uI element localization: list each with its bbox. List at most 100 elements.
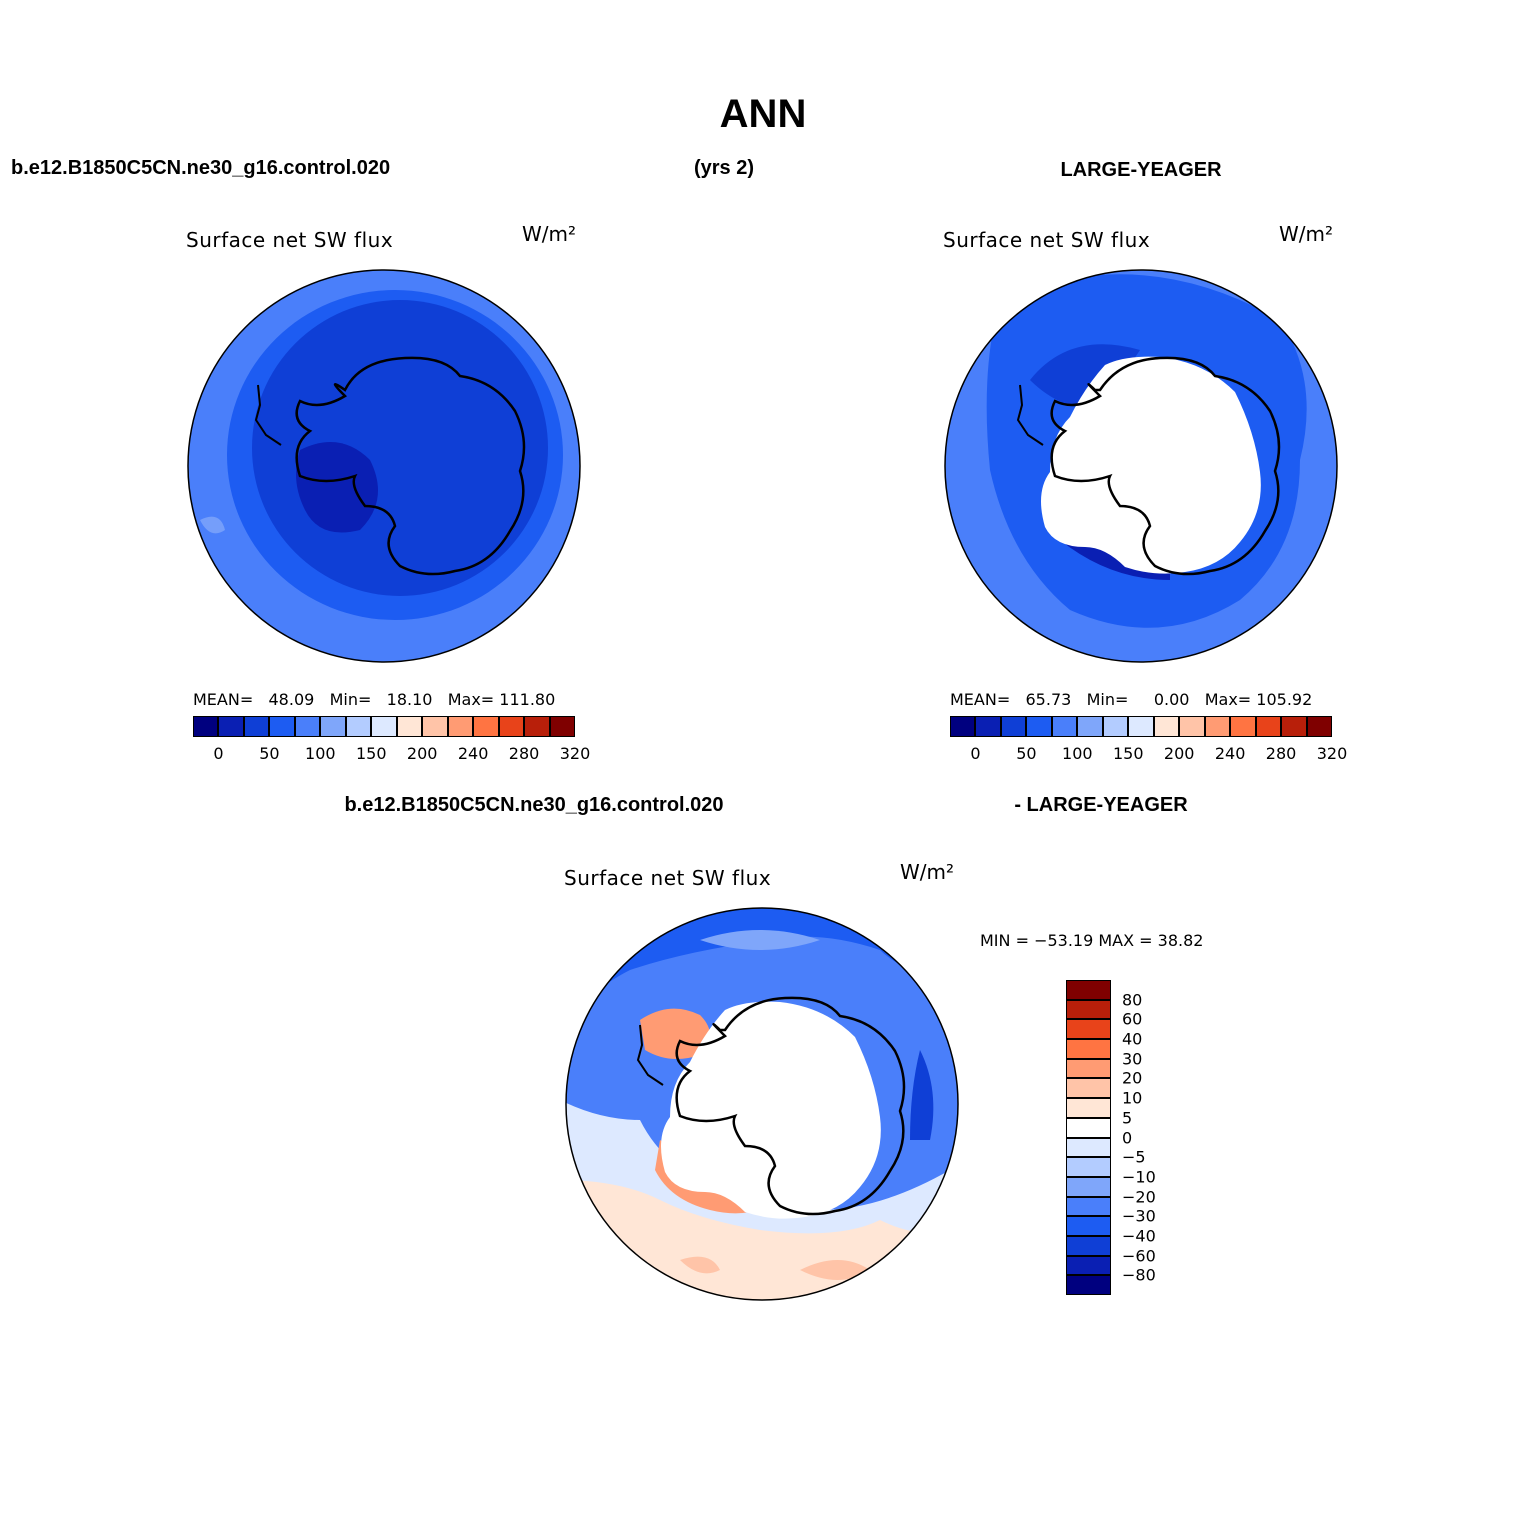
colorbar-tick-label: −10 [1122,1167,1156,1187]
colorbar-tick-label: 10 [1122,1088,1143,1108]
colorbar-swatch [193,716,219,737]
colorbar-tick-label: 0 [1122,1128,1133,1147]
colorbar-swatch [549,716,575,737]
colorbar-swatch [218,716,244,737]
panel-diff-ice [661,1001,881,1219]
panel-model-stats: MEAN= 48.09 Min= 18.10 Max= 111.80 [193,690,556,709]
colorbar-tick-label: 100 [305,744,336,763]
colorbar-swatch [524,716,550,737]
colorbar-swatch [473,716,499,737]
colorbar-swatch [320,716,346,737]
panel-obs-units: W/m² [1279,222,1334,246]
colorbar-tick-label: 0 [970,744,981,763]
colorbar-tick-label: 5 [1122,1108,1133,1128]
colorbar-swatch [1066,1098,1111,1118]
colorbar-tick-label: −5 [1122,1147,1146,1167]
colorbar-tick-label: −20 [1122,1187,1156,1207]
colorbar-swatch [1051,716,1078,737]
colorbar-swatch [1066,1157,1111,1177]
colorbar-swatch [1066,999,1111,1020]
colorbar-swatch [269,716,295,737]
colorbar-swatch [1066,1058,1111,1079]
colorbar-swatch [447,716,474,737]
colorbar-swatch [1066,1176,1111,1197]
colorbar-tick-label: −80 [1122,1265,1156,1285]
panel-diff-colorbar-labels: 80 60 40 30 20 10 5 0 −5 −10 −20 −30 −40 −60 −80 [1122,980,1182,1295]
case-name: b.e12.B1850C5CN.ne30_g16.control.020 [11,157,391,179]
colorbar-swatch [422,716,448,737]
colorbar-swatch [1128,716,1154,737]
colorbar-swatch [1066,1117,1111,1138]
colorbar-tick-label: 50 [1016,744,1037,763]
colorbar-tick-label: 20 [1122,1068,1143,1088]
colorbar-swatch [1066,1235,1111,1256]
colorbar-tick-label: 280 [508,744,540,763]
colorbar-swatch [1281,716,1307,737]
panel-obs-colorbar [950,716,1332,737]
colorbar-tick-label: −30 [1122,1206,1156,1226]
colorbar-swatch [1066,1137,1111,1158]
colorbar-swatch [294,716,321,737]
colorbar-tick-label: 320 [1316,744,1348,763]
colorbar-tick-label: 240 [1214,744,1246,763]
colorbar-swatch [1153,716,1180,737]
colorbar-swatch [1179,716,1205,737]
panel-diff-units: W/m² [900,860,955,884]
colorbar-swatch [1000,716,1027,737]
colorbar-tick-label: 150 [355,744,387,763]
panel-obs-stats: MEAN= 65.73 Min= 0.00 Max= 105.92 [950,690,1313,709]
colorbar-tick-label: 200 [1163,744,1195,763]
diff-case-name: b.e12.B1850C5CN.ne30_g16.control.020 [344,794,724,816]
colorbar-tick-label: 100 [1062,744,1093,763]
colorbar-swatch [1066,1019,1111,1040]
colorbar-swatch [950,716,976,737]
colorbar-tick-label: −40 [1122,1226,1156,1246]
colorbar-swatch [1077,716,1103,737]
panel-model-title: Surface net SW flux [186,228,394,252]
panel-model-colorbar [193,716,575,737]
colorbar-tick-label: 0 [213,744,224,763]
colorbar-swatch [1066,1255,1111,1276]
colorbar-tick-label: 280 [1265,744,1297,763]
colorbar-swatch [396,716,423,737]
panel-model-coastline [295,356,526,576]
colorbar-swatch [1066,1216,1111,1236]
colorbar-swatch [1230,716,1256,737]
panel-model-units: W/m² [522,222,577,246]
panel-obs-coastline [1050,356,1281,576]
colorbar-swatch [1026,716,1052,737]
panel-obs-ice [1041,356,1261,574]
colorbar-tick-label: 50 [259,744,280,763]
colorbar-swatch [345,716,372,737]
colorbar-tick-label: 150 [1112,744,1144,763]
obs-name: LARGE-YEAGER [1060,159,1222,181]
colorbar-tick-label: 30 [1122,1049,1143,1069]
colorbar-swatch [1255,716,1282,737]
colorbar-swatch [1066,1078,1111,1099]
colorbar-swatch [243,716,270,737]
panel-diff-coastline [675,996,906,1216]
colorbar-swatch [1066,1039,1111,1059]
colorbar-swatch [1306,716,1332,737]
colorbar-tick-label: 80 [1122,990,1143,1010]
colorbar-tick-label: −60 [1122,1246,1156,1266]
colorbar-tick-label: 240 [457,744,489,763]
colorbar-swatch [498,716,525,737]
colorbar-swatch [1204,716,1231,737]
colorbar-swatch [1102,716,1129,737]
colorbar-tick-label: 200 [406,744,438,763]
years-label: (yrs 2) [693,157,755,179]
colorbar-tick-label: 320 [559,744,591,763]
panel-obs-title: Surface net SW flux [943,228,1151,252]
colorbar-swatch [371,716,397,737]
panel-diff-colorbar [1066,980,1111,1295]
colorbar-tick-label: 60 [1122,1009,1143,1029]
panel-model-colorbar-labels: 0 50 100 150 200 240 280 320 [193,744,590,764]
colorbar-tick-label: 40 [1122,1029,1143,1049]
panel-obs-colorbar-labels: 0 50 100 150 200 240 280 320 [950,744,1347,764]
diff-obs-name: - LARGE-YEAGER [1014,794,1188,816]
colorbar-swatch [1066,980,1111,1000]
